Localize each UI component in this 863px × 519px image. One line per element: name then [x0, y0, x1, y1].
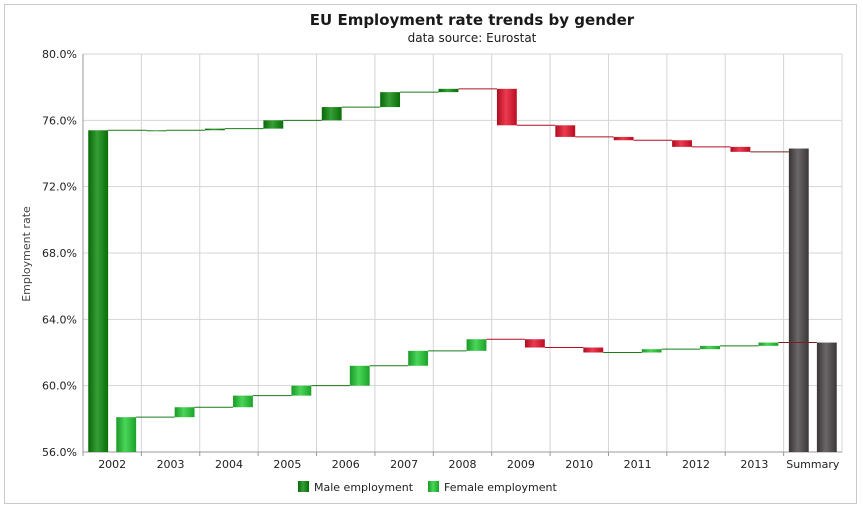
bar-summary — [788, 148, 809, 452]
bar-increase — [205, 128, 225, 131]
x-tick-label: 2011 — [624, 458, 652, 471]
bar-increase — [291, 385, 312, 396]
y-tick-label: 56.0% — [42, 446, 77, 459]
y-tick-label: 72.0% — [42, 181, 77, 194]
bar-female-employment-start — [116, 417, 137, 452]
y-tick-label: 76.0% — [42, 114, 77, 127]
bar-increase — [174, 407, 195, 418]
bar-decrease — [672, 140, 692, 147]
bar-increase — [380, 92, 401, 108]
y-tick-label: 68.0% — [42, 247, 77, 260]
legend-swatch — [298, 481, 309, 492]
bars — [88, 88, 837, 453]
bar-increase — [263, 120, 284, 129]
x-tick-label: 2010 — [565, 458, 593, 471]
chart-frame — [4, 4, 857, 504]
bar-increase — [466, 339, 487, 351]
bar-decrease — [496, 88, 517, 126]
bar-increase — [758, 342, 779, 346]
chart-title: EU Employment rate trends by gender — [310, 11, 635, 29]
bar-increase — [700, 345, 720, 350]
bar-decrease — [524, 339, 545, 348]
bar-summary — [816, 342, 837, 452]
legend-swatch — [428, 481, 439, 492]
bar-increase — [233, 395, 253, 408]
connectors — [108, 88, 817, 418]
y-tick-label: 60.0% — [42, 380, 77, 393]
bar-decrease — [555, 125, 576, 137]
grid — [82, 53, 843, 453]
bar-increase — [349, 365, 370, 386]
bar-increase — [408, 350, 429, 366]
x-tick-label: 2004 — [215, 458, 243, 471]
x-tick-label: 2006 — [332, 458, 360, 471]
bar-male-employment-start — [88, 130, 109, 453]
legend: Male employment Female employment — [298, 481, 557, 494]
bar-increase — [146, 130, 167, 132]
tick-labels: 56.0% 60.0% 64.0% 68.0% 72.0% 76.0% 80.0% 2002 2… — [42, 48, 840, 471]
bar-increase — [438, 88, 459, 93]
chart-subtitle: data source: Eurostat — [408, 31, 537, 45]
bar-increase — [641, 349, 662, 353]
legend-label: Male employment — [314, 481, 414, 494]
x-tick-label: 2002 — [98, 458, 126, 471]
bar-decrease — [583, 347, 604, 353]
bar-decrease — [730, 146, 751, 152]
x-tick-label: 2007 — [390, 458, 418, 471]
x-tick-label: 2012 — [682, 458, 710, 471]
x-tick-label: 2009 — [507, 458, 535, 471]
x-tick-label: 2003 — [157, 458, 185, 471]
y-axis-label: Employment rate — [20, 206, 33, 302]
bar-increase — [321, 107, 342, 121]
x-tick-label: 2013 — [740, 458, 768, 471]
x-tick-label: Summary — [786, 458, 840, 471]
bar-decrease — [613, 136, 634, 141]
x-tick-label: 2005 — [273, 458, 301, 471]
y-tick-label: 64.0% — [42, 313, 77, 326]
legend-label: Female employment — [444, 481, 557, 494]
y-tick-label: 80.0% — [42, 48, 77, 61]
x-tick-label: 2008 — [449, 458, 477, 471]
